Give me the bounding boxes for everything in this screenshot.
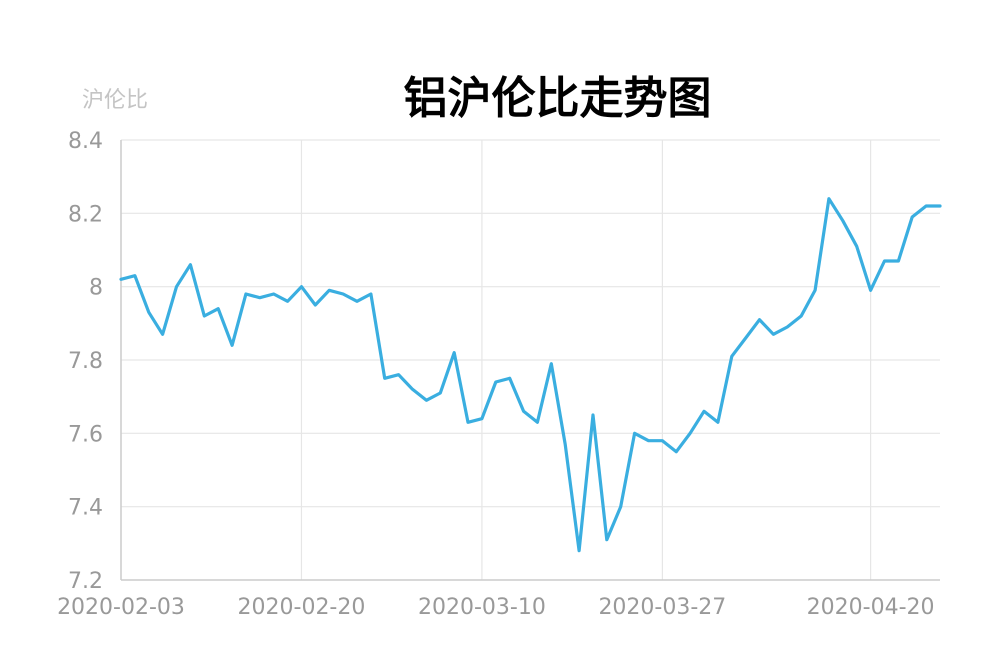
y-tick-label: 7.4 xyxy=(68,496,103,521)
series-line xyxy=(119,197,942,553)
y-tick-label: 8.4 xyxy=(68,129,103,154)
chart-title: 铝沪伦比走势图 xyxy=(403,73,712,124)
y-tick-label: 7.8 xyxy=(68,349,103,374)
y-tick-label: 8.2 xyxy=(68,202,103,227)
y-tick-labels: 7.2 7.4 7.6 7.8 8 8.2 8.4 xyxy=(68,129,103,594)
y-tick-label: 8 xyxy=(89,276,103,301)
x-tick-labels: 2020-02-03 2020-02-20 2020-03-10 2020-03-27… xyxy=(57,595,934,620)
x-tick-label: 2020-02-20 xyxy=(238,595,366,620)
x-tick-label: 2020-03-27 xyxy=(598,595,726,620)
horizontal-gridlines xyxy=(121,139,940,508)
y-tick-label: 7.2 xyxy=(68,569,103,594)
y-tick-label: 7.6 xyxy=(68,422,103,447)
y-axis-unit-label: 沪伦比 xyxy=(82,88,149,113)
vertical-gridlines xyxy=(300,140,872,580)
x-tick-label: 2020-04-20 xyxy=(807,595,935,620)
x-tick-label: 2020-03-10 xyxy=(418,595,546,620)
x-tick-label: 2020-02-03 xyxy=(57,595,185,620)
